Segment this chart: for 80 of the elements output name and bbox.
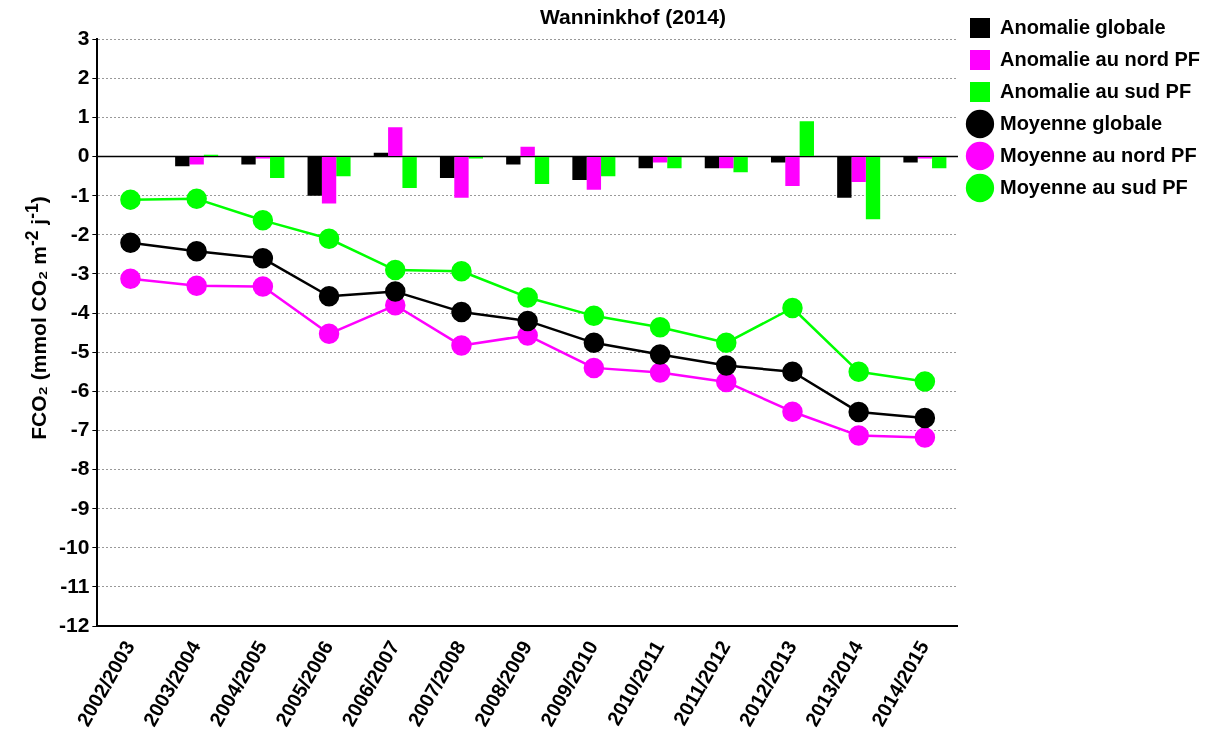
point — [782, 297, 803, 319]
point — [716, 355, 737, 376]
bar — [388, 127, 403, 157]
point — [649, 362, 671, 383]
y-tick-label: -3 — [70, 260, 90, 284]
y-tick-label: -10 — [58, 534, 90, 558]
point — [517, 287, 538, 308]
legend-label: Anomalie au sud PF — [999, 79, 1192, 102]
point — [318, 286, 340, 307]
point — [451, 335, 472, 356]
bar — [601, 157, 616, 177]
legend-label: Anomalie globale — [999, 15, 1166, 38]
y-tick-label: -7 — [70, 417, 90, 441]
point — [186, 188, 207, 210]
y-tick-label: 0 — [77, 143, 90, 167]
bar — [520, 146, 535, 157]
bar — [189, 157, 204, 165]
point — [252, 210, 274, 231]
point — [252, 276, 274, 297]
bar — [454, 157, 469, 198]
point — [252, 248, 274, 269]
point — [385, 259, 406, 281]
y-tick-label: -6 — [70, 378, 90, 402]
point — [385, 281, 406, 302]
bar — [534, 157, 550, 184]
point — [120, 268, 141, 289]
bar — [785, 157, 800, 186]
point — [120, 232, 141, 253]
bar — [586, 157, 602, 190]
point — [186, 241, 207, 262]
bar — [865, 157, 881, 220]
point — [649, 316, 671, 338]
point — [120, 189, 141, 210]
point — [318, 228, 340, 250]
point — [914, 407, 936, 429]
bar — [733, 157, 748, 173]
legend-label: Moyenne globale — [999, 111, 1163, 134]
chart-title: Wanninkhof (2014) — [540, 5, 726, 29]
point — [186, 275, 207, 296]
point — [716, 371, 737, 393]
bar — [336, 157, 351, 177]
point — [848, 401, 869, 423]
legend-label: Moyenne au nord PF — [999, 143, 1197, 166]
y-tick-label: 2 — [77, 65, 90, 89]
point — [517, 310, 538, 332]
legend-label: Moyenne au sud PF — [999, 175, 1188, 198]
y-tick-label: 1 — [77, 104, 90, 128]
y-tick-label: -4 — [70, 299, 90, 323]
y-tick-label: -9 — [70, 495, 90, 519]
bar — [851, 157, 866, 183]
point — [782, 401, 803, 422]
y-tick-label: -5 — [70, 339, 90, 363]
legend-label: Anomalie au nord PF — [999, 47, 1201, 70]
bar — [270, 157, 285, 179]
point — [848, 425, 869, 446]
y-tick-label: -1 — [70, 182, 90, 206]
point — [583, 357, 605, 379]
y-tick-label: 3 — [77, 26, 90, 49]
y-tick-label: -11 — [60, 573, 90, 597]
bar — [799, 121, 814, 157]
y-tick-label: -2 — [70, 221, 90, 245]
bar — [321, 157, 337, 204]
bar — [719, 157, 734, 169]
bar — [667, 157, 682, 169]
point — [451, 301, 472, 323]
point — [914, 427, 936, 448]
bar — [652, 157, 668, 163]
point — [318, 323, 340, 345]
point — [782, 361, 803, 383]
point — [649, 344, 671, 365]
point — [583, 305, 605, 327]
point — [848, 361, 869, 383]
point — [914, 371, 936, 392]
point — [716, 332, 737, 354]
bar — [932, 157, 947, 169]
y-tick-label: -8 — [70, 456, 90, 480]
point — [583, 332, 605, 354]
bar — [402, 157, 417, 188]
point — [451, 260, 472, 282]
y-tick-label: -12 — [58, 612, 90, 636]
